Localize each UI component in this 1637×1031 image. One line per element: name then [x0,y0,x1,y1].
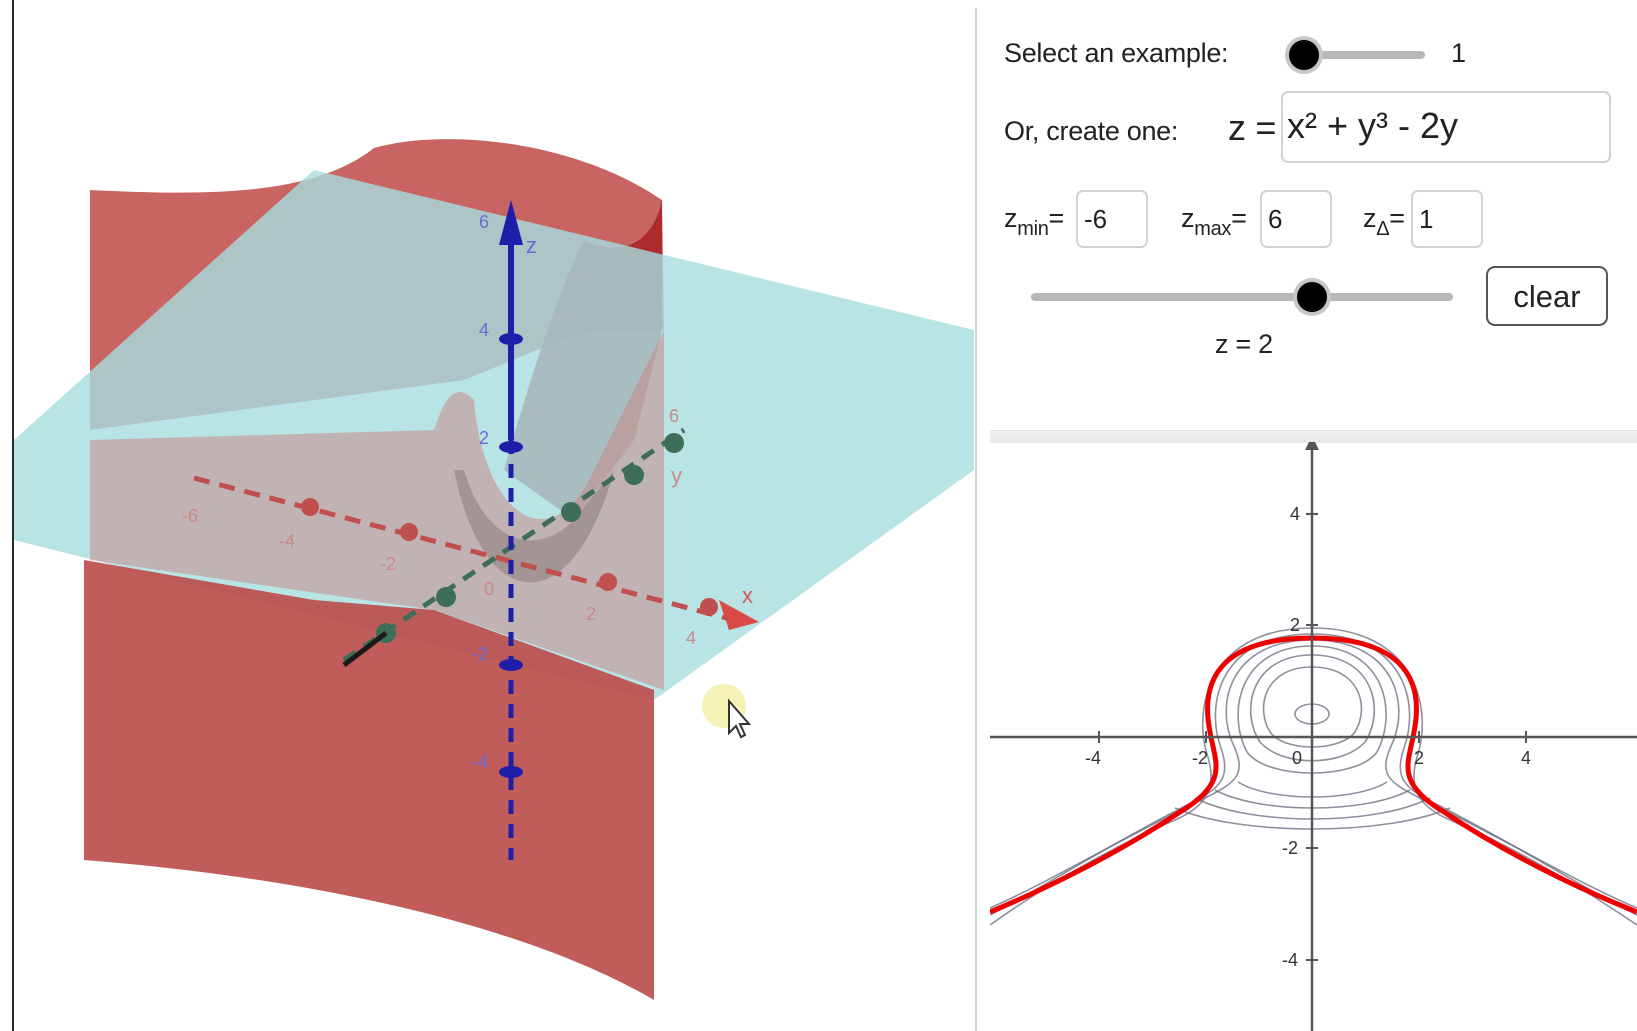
y-axis-front-stub [342,631,388,667]
zmax-equals: = [1231,203,1247,233]
x-tick-label: 0 [484,579,494,599]
z-axis-arrow [499,200,523,245]
example-value: 1 [1451,38,1466,68]
zmin-input[interactable]: -6 [1076,190,1148,248]
zstep-equals: = [1389,203,1405,233]
zmin-label: zmin= [1004,203,1065,240]
x-tick-label: -6 [182,506,198,526]
z-tick-markers [499,333,523,778]
example-label: Select an example: [1004,38,1229,68]
example-slider-track[interactable] [1290,51,1425,59]
graph-2d-view[interactable]: -4 -2 0 2 4 4 2 -2 -4 [990,442,1637,1031]
zstep-base: z [1363,203,1377,233]
surface-inner-bowl [454,470,614,583]
x-tick-label-2d: 2 [1414,748,1424,768]
x-tick-label: 2 [586,604,596,624]
zmin-subscript: min [1017,218,1049,240]
x-tick-label: -4 [279,531,295,551]
x-tick-label-2d: -4 [1085,748,1101,768]
x-axis-arrow [719,600,759,630]
x-tick-label: -2 [380,554,396,574]
y-tick-label-2d: -2 [1282,838,1298,858]
view-divider[interactable] [975,8,977,1031]
z-slider-knob[interactable] [1297,282,1328,312]
z-tick-label: 4 [479,320,489,340]
surface-mid-band [90,330,664,690]
zmax-subscript: max [1194,218,1232,240]
x-tick-label-2d: 0 [1292,748,1302,768]
y-axis-label: y [671,463,682,488]
y-tick-label-2d: 2 [1290,615,1300,635]
zmin-equals: = [1048,203,1065,233]
zstep-input[interactable]: 1 [1411,190,1483,248]
z-tick-label: -4 [472,752,488,772]
create-label: Or, create one: [1004,116,1179,146]
equation-prefix: z = [1228,107,1277,148]
zmax-input[interactable]: 6 [1260,190,1332,248]
x-tick-markers [301,498,718,616]
x-axis-label: x [742,583,753,608]
y-tick-label: 6 [669,406,679,426]
x-axis [193,475,735,623]
contour-lines [990,627,1637,926]
graph-3d-view[interactable]: 6 4 2 -2 -4 -6 -4 -2 0 2 4 6 z x y [14,0,974,1031]
y-axis-arrow [1305,442,1319,450]
z-slider-track[interactable] [1031,293,1453,301]
y-tick-label-2d: 4 [1290,504,1300,524]
zstep-label: zΔ= [1363,203,1405,240]
tick-marks-2d [1098,513,1527,961]
x-tick-label-2d: 4 [1521,748,1531,768]
equation-input[interactable]: x² + y³ - 2y [1281,91,1611,163]
highlight-contour-z2 [990,635,1637,915]
zmax-base: z [1181,203,1195,233]
z-tick-label: 6 [479,212,489,232]
zstep-subscript: Δ [1376,218,1390,240]
clear-button[interactable]: clear [1486,266,1608,326]
y-tick-label-2d: -4 [1282,950,1298,970]
mouse-cursor-icon [702,684,752,739]
z-value-caption: z = 2 [1215,329,1273,359]
example-slider-knob[interactable] [1288,40,1319,70]
left-border [12,0,14,1031]
z-axis-label: z [526,233,537,258]
zmax-label: zmax= [1181,203,1247,240]
x-tick-label: 4 [686,628,696,648]
x-tick-label-2d: -2 [1192,748,1208,768]
z-tick-label: -2 [472,644,488,664]
z-tick-label: 2 [479,428,489,448]
zmin-base: z [1004,203,1018,233]
panel-separator [990,430,1637,443]
